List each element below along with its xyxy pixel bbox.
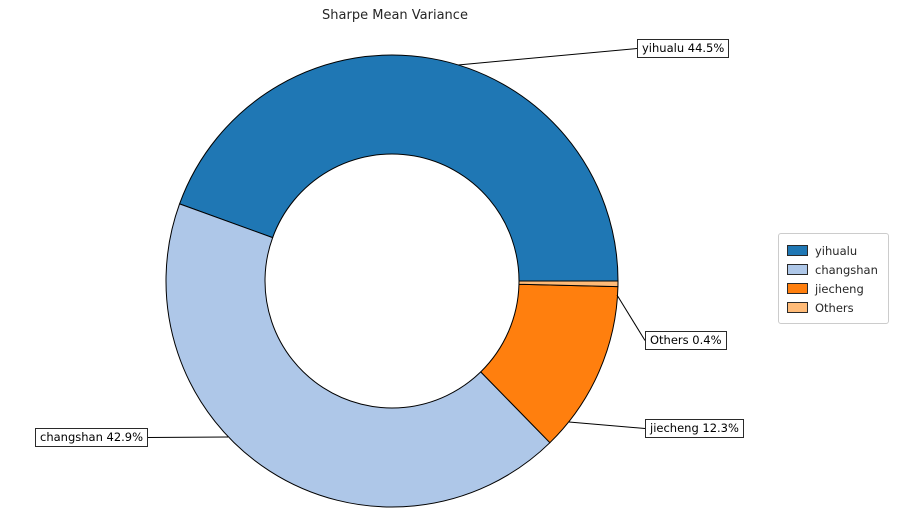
legend-color-swatch xyxy=(787,264,808,275)
annotation-jiecheng: jiecheng 12.3% xyxy=(645,419,744,438)
legend-item-Others: Others xyxy=(787,298,878,317)
leader-line-changshan xyxy=(147,436,229,438)
legend-label: changshan xyxy=(815,262,878,277)
legend-label: jiecheng xyxy=(815,281,864,296)
pie-slice-yihualu xyxy=(179,54,619,282)
legend-items: yihualu changshan jiecheng Others xyxy=(787,241,878,317)
legend-color-swatch xyxy=(787,245,808,256)
pie-slice-Others xyxy=(518,280,619,288)
legend-label: Others xyxy=(815,300,854,315)
annotation-yihualu: yihualu 44.5% xyxy=(637,39,730,58)
pie-slice-changshan xyxy=(165,203,551,508)
annotation-changshan: changshan 42.9% xyxy=(35,428,149,447)
leader-line-jiecheng xyxy=(568,421,646,429)
annotation-Others: Others 0.4% xyxy=(645,331,727,350)
leader-line-Others xyxy=(616,294,646,341)
legend-color-swatch xyxy=(787,302,808,313)
legend-label: yihualu xyxy=(815,243,858,258)
legend-item-jiecheng: jiecheng xyxy=(787,279,878,298)
legend-item-yihualu: yihualu xyxy=(787,241,878,260)
leader-line-yihualu xyxy=(457,48,638,66)
legend: yihualu changshan jiecheng Others xyxy=(778,233,889,324)
chart-title: Sharpe Mean Variance xyxy=(322,8,468,23)
legend-color-swatch xyxy=(787,283,808,294)
legend-item-changshan: changshan xyxy=(787,260,878,279)
